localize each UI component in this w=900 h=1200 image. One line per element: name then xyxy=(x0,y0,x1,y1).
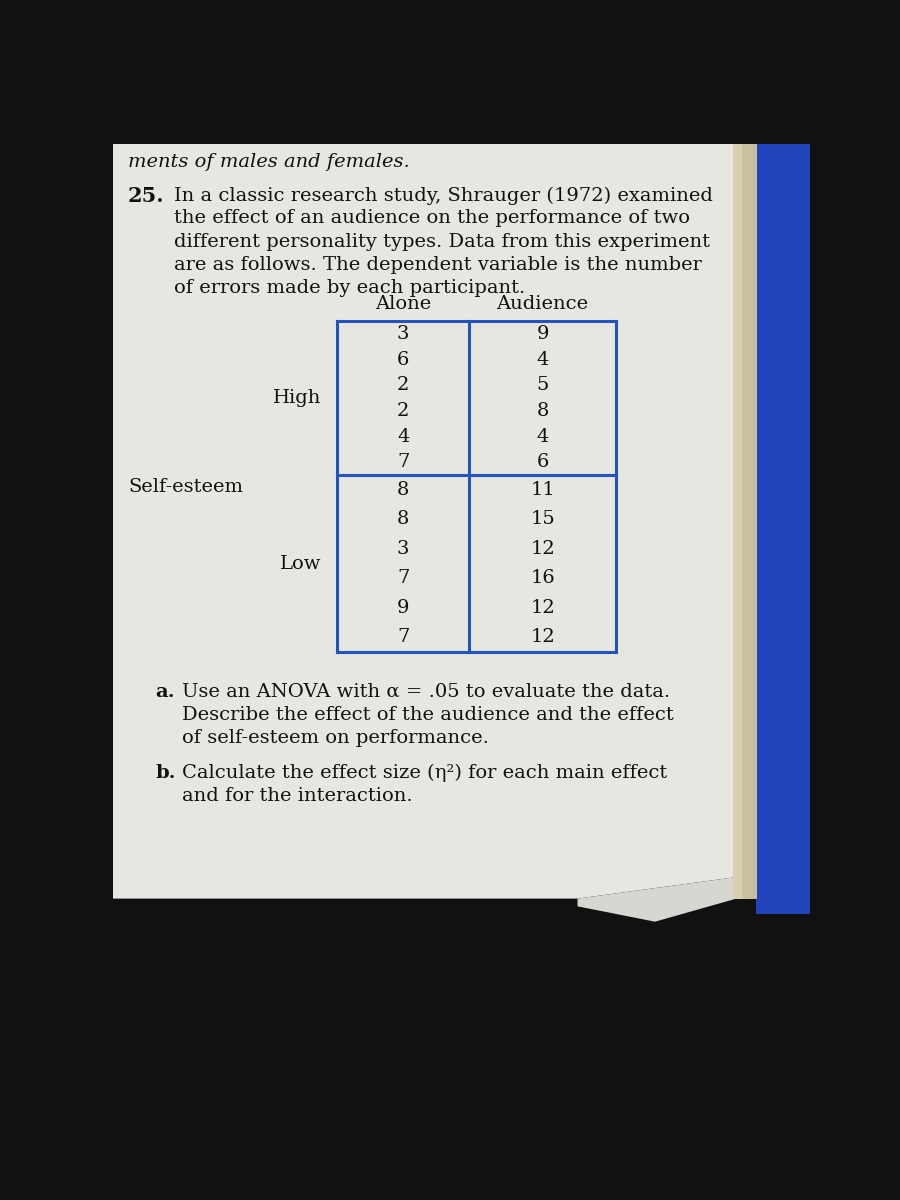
Text: 7: 7 xyxy=(397,570,410,588)
Text: Calculate the effect size (η²) for each main effect: Calculate the effect size (η²) for each … xyxy=(182,764,668,782)
Text: 4: 4 xyxy=(536,427,549,445)
Text: 8: 8 xyxy=(397,510,410,528)
Text: Self-esteem: Self-esteem xyxy=(128,478,243,496)
Text: In a classic research study, Shrauger (1972) examined: In a classic research study, Shrauger (1… xyxy=(175,186,714,204)
FancyBboxPatch shape xyxy=(740,144,757,899)
Text: 11: 11 xyxy=(530,481,555,499)
Text: different personality types. Data from this experiment: different personality types. Data from t… xyxy=(175,233,710,251)
Text: 6: 6 xyxy=(536,454,549,472)
Text: 16: 16 xyxy=(530,570,555,588)
Text: 9: 9 xyxy=(536,325,549,343)
Text: 2: 2 xyxy=(397,377,410,395)
Text: 8: 8 xyxy=(397,481,410,499)
Text: 6: 6 xyxy=(397,350,410,368)
Text: 12: 12 xyxy=(530,629,555,647)
Text: b.: b. xyxy=(155,764,176,782)
Text: are as follows. The dependent variable is the number: are as follows. The dependent variable i… xyxy=(175,256,702,274)
Text: a.: a. xyxy=(155,683,175,701)
Text: Use an ANOVA with α = .05 to evaluate the data.: Use an ANOVA with α = .05 to evaluate th… xyxy=(182,683,670,701)
FancyBboxPatch shape xyxy=(733,144,742,899)
Text: Describe the effect of the audience and the effect: Describe the effect of the audience and … xyxy=(182,706,674,724)
Text: 3: 3 xyxy=(397,540,410,558)
Text: 7: 7 xyxy=(397,454,410,472)
Text: 12: 12 xyxy=(530,599,555,617)
Text: and for the interaction.: and for the interaction. xyxy=(182,787,413,805)
Text: 3: 3 xyxy=(397,325,410,343)
Text: 15: 15 xyxy=(530,510,555,528)
Text: 2: 2 xyxy=(397,402,410,420)
Text: the effect of an audience on the performance of two: the effect of an audience on the perform… xyxy=(175,210,690,228)
Polygon shape xyxy=(578,876,763,922)
Polygon shape xyxy=(112,144,748,899)
Text: Alone: Alone xyxy=(375,295,431,313)
Text: 5: 5 xyxy=(536,377,549,395)
Text: of errors made by each participant.: of errors made by each participant. xyxy=(175,278,526,296)
Text: 4: 4 xyxy=(397,427,410,445)
Text: 4: 4 xyxy=(536,350,549,368)
Text: Low: Low xyxy=(280,554,322,572)
Text: 25.: 25. xyxy=(128,186,165,206)
Text: Audience: Audience xyxy=(497,295,589,313)
Text: 8: 8 xyxy=(536,402,549,420)
Text: High: High xyxy=(274,389,322,407)
Text: 7: 7 xyxy=(397,629,410,647)
Text: of self-esteem on performance.: of self-esteem on performance. xyxy=(182,730,489,748)
FancyBboxPatch shape xyxy=(756,144,810,914)
Text: ments of males and females.: ments of males and females. xyxy=(128,154,410,172)
Text: 12: 12 xyxy=(530,540,555,558)
Text: 9: 9 xyxy=(397,599,410,617)
